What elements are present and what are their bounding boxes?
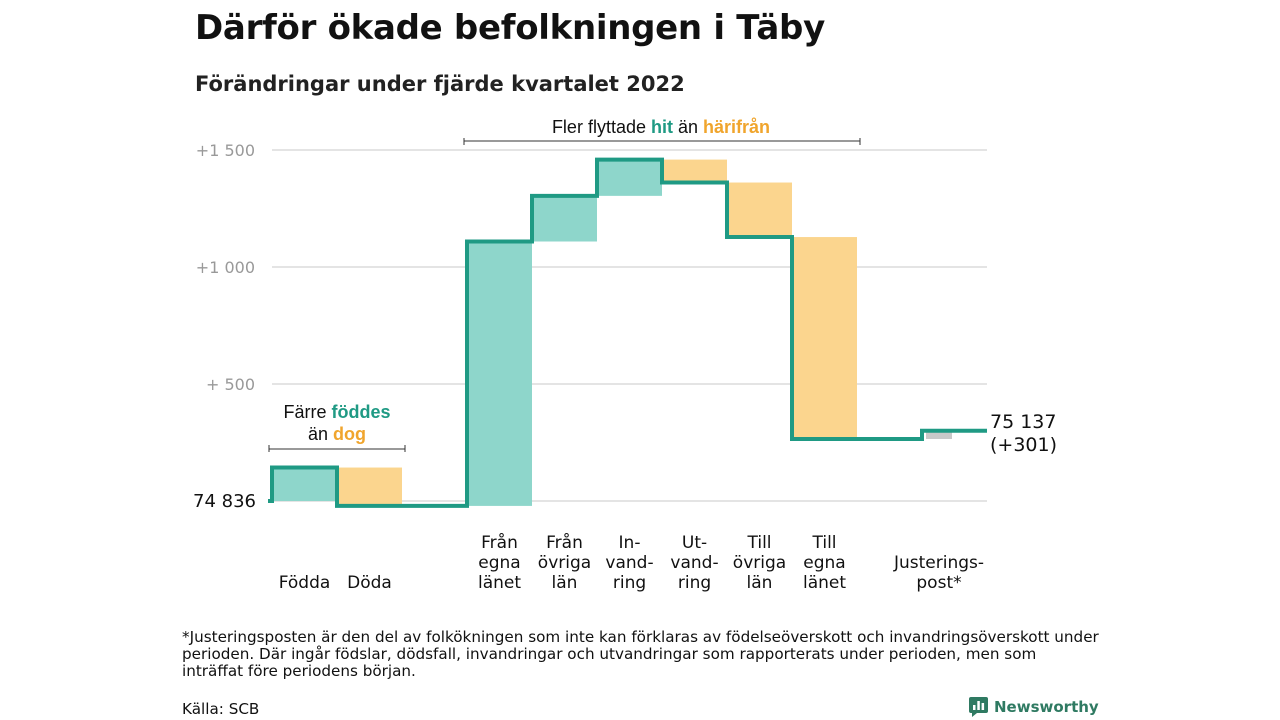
- migration-bracket: [463, 138, 861, 145]
- category-label: In-: [619, 533, 641, 553]
- category-label: Till: [746, 533, 771, 553]
- y-tick-label: + 500: [206, 375, 255, 394]
- newsworthy-logo-text: Newsworthy: [994, 698, 1099, 716]
- category-label: Från: [546, 532, 583, 553]
- bar-från-övriga-län: [532, 195, 597, 242]
- y-tick-label: +1 000: [196, 258, 255, 277]
- category-label: länet: [478, 573, 521, 593]
- category-label: post*: [916, 573, 961, 593]
- migration-annotation: Fler flyttade hit än härifrån: [552, 117, 770, 137]
- category-label: ring: [678, 573, 711, 593]
- category-label: egna: [803, 553, 845, 573]
- y-tick-label: +1 500: [196, 141, 255, 160]
- category-label: ring: [613, 573, 646, 593]
- bar-födda: [272, 467, 337, 501]
- bar-från-egna-länet: [467, 241, 532, 506]
- category-label: övriga: [538, 553, 591, 573]
- category-label: Ut-: [682, 533, 707, 553]
- newsworthy-logo-icon: [969, 697, 988, 717]
- bar-döda: [337, 467, 402, 506]
- category-label: län: [747, 573, 773, 593]
- bar-till-egna-länet: [792, 237, 857, 439]
- category-label: Från: [481, 532, 518, 553]
- category-label: Döda: [347, 573, 392, 593]
- chart-subtitle: Förändringar under fjärde kvartalet 2022: [195, 72, 685, 96]
- category-label: Justerings-: [893, 553, 984, 573]
- bar-till-övriga-län: [727, 182, 792, 238]
- end-value-label: 75 137: [990, 411, 1056, 433]
- category-label: Till: [811, 533, 836, 553]
- births-bracket: [268, 445, 406, 452]
- start-value-label: 74 836: [193, 491, 256, 512]
- cumulative-step-line: [268, 157, 987, 508]
- bar-invandring: [597, 159, 662, 196]
- category-label: länet: [803, 573, 846, 593]
- newsworthy-logo: Newsworthy: [969, 697, 1099, 717]
- category-label: övriga: [733, 553, 786, 573]
- source-label: Källa: SCB: [182, 700, 260, 718]
- category-label: vand-: [605, 553, 653, 573]
- chart-title: Därför ökade befolkningen i Täby: [195, 8, 825, 48]
- category-label: län: [552, 573, 578, 593]
- footnote: *Justeringsposten är den del av folkökni…: [182, 628, 1099, 680]
- births-annotation-line1: Färre föddes: [283, 402, 390, 422]
- bar-justeringspost-: [926, 430, 952, 439]
- category-label: Födda: [279, 573, 331, 593]
- bar-utvandring: [662, 159, 727, 183]
- end-change-label: (+301): [990, 434, 1057, 456]
- category-label: vand-: [670, 553, 718, 573]
- births-annotation-line2: än dog: [308, 424, 366, 444]
- category-label: egna: [478, 553, 520, 573]
